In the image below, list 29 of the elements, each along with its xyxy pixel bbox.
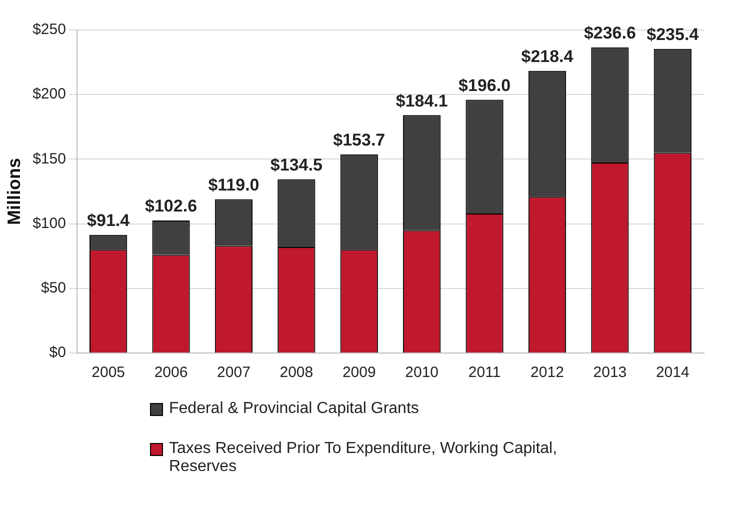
total-label: $235.4 xyxy=(646,25,700,44)
total-label: $153.7 xyxy=(333,130,386,150)
total-label: $91.4 xyxy=(87,211,130,230)
total-label: $184.1 xyxy=(396,91,448,110)
legend-label: Federal & Provincial Capital Grants xyxy=(169,400,419,418)
total-label: $119.0 xyxy=(208,175,260,194)
y-tick-label: $0 xyxy=(49,344,66,362)
total-label: $236.6 xyxy=(584,24,636,42)
total-label: $102.6 xyxy=(145,196,198,216)
legend-label: Taxes Received Prior To Expenditure, Working Capital, Reserves xyxy=(169,440,558,476)
x-tick-label: 2014 xyxy=(656,364,690,382)
y-tick-label: $200 xyxy=(32,86,66,103)
x-tick-label: 2013 xyxy=(593,364,627,382)
y-tick-label: $150 xyxy=(32,150,66,168)
x-tick-label: 2007 xyxy=(217,364,250,382)
y-tick-label: $250 xyxy=(32,21,66,38)
x-tick-label: 2005 xyxy=(92,364,126,382)
y-tick-label: $50 xyxy=(40,280,66,297)
x-tick-label: 2010 xyxy=(405,364,439,382)
x-tick-label: 2011 xyxy=(468,364,501,382)
y-axis-title: Millions xyxy=(4,158,24,225)
x-tick-label: 2008 xyxy=(280,364,314,382)
total-label: $134.5 xyxy=(270,155,322,174)
x-tick-label: 2012 xyxy=(530,364,564,382)
total-label: $218.4 xyxy=(521,47,574,66)
x-tick-label: 2006 xyxy=(154,364,188,382)
x-tick-label: 2009 xyxy=(342,364,376,382)
y-tick-label: $100 xyxy=(32,214,66,232)
total-label: $196.0 xyxy=(458,76,511,95)
